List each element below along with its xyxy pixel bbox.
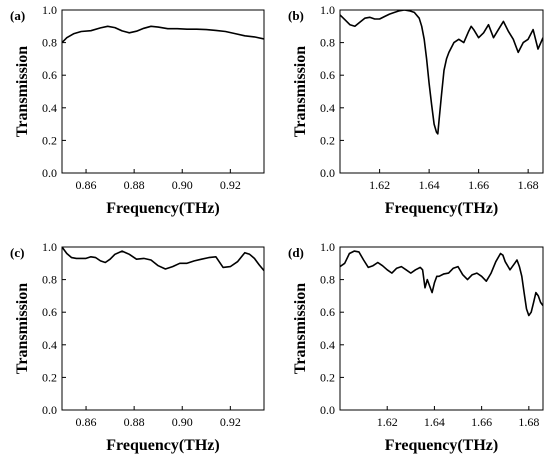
panel-c-y-tick-label: 1.0 xyxy=(42,240,57,254)
panel-b-x-axis-title: Frequency(THz) xyxy=(385,200,498,217)
panel-c-y-axis-title: Transmission xyxy=(14,283,31,374)
panel-a-y-tick-label: 0.6 xyxy=(42,68,57,82)
panel-d-y-tick-label: 0.6 xyxy=(320,305,335,319)
panel-c-x-tick-label: 0.90 xyxy=(172,415,193,429)
panel-b-x-tick-label: 1.66 xyxy=(468,178,489,192)
panel-a-transmission-line xyxy=(62,25,264,44)
panel-a-y-axis-title: Transmission xyxy=(14,46,31,137)
panel-b-x-tick-label: 1.64 xyxy=(419,178,440,192)
panel-b-y-axis-title: Transmission xyxy=(292,46,309,137)
panel-d-y-tick-label: 0.2 xyxy=(320,370,335,384)
panel-d-x-axis-title: Frequency(THz) xyxy=(385,437,498,454)
panel-b-x-tick-label: 1.68 xyxy=(518,178,539,192)
panel-a-y-tick-label: 0.8 xyxy=(42,36,57,50)
panel-d-y-tick-label: 1.0 xyxy=(320,240,335,254)
panel-d-y-axis-title: Transmission xyxy=(292,283,309,374)
panel-a-y-tick-label: 0.4 xyxy=(42,101,57,115)
panel-c-y-tick-label: 0.2 xyxy=(42,370,57,384)
panel-c-y-tick-label: 0.8 xyxy=(42,273,57,287)
panel-d-y-tick-label: 0.0 xyxy=(320,403,335,417)
panel-a-y-tick-label: 1.0 xyxy=(42,3,57,17)
panel-c-y-tick-label: 0.0 xyxy=(42,403,57,417)
panel-a-y-tick-label: 0.2 xyxy=(42,133,57,147)
panel-d-y-tick-label: 0.8 xyxy=(320,273,335,287)
panel-d-x-tick-label: 1.66 xyxy=(471,415,492,429)
panel-a: 0.86 0.88 0.90 0.92 0.0 0.2 0.4 0.6 0.8 1.0 Freque… xyxy=(10,3,265,217)
panel-b-y-tick-label: 1.0 xyxy=(320,3,335,17)
panel-c-y-tick-label: 0.4 xyxy=(42,338,57,352)
panel-d: 1.62 1.64 1.66 1.68 0.0 0.2 0.4 0.6 0.8 1.0 Freque… xyxy=(288,240,544,454)
panel-d-y-tick-label: 0.4 xyxy=(320,338,335,352)
panel-a-plot-frame xyxy=(61,9,265,174)
panel-a-x-tick-label: 0.86 xyxy=(76,178,97,192)
panel-c-x-tick-label: 0.92 xyxy=(220,415,241,429)
panel-a-x-axis-title: Frequency(THz) xyxy=(106,200,219,217)
panel-b-y-tick-label: 0.0 xyxy=(320,166,335,180)
panel-a-x-tick-label: 0.88 xyxy=(124,178,145,192)
panel-d-x-tick-label: 1.62 xyxy=(377,415,398,429)
panel-a-y-tick-label: 0.0 xyxy=(42,166,57,180)
panel-d-plot-frame xyxy=(339,246,544,411)
panel-b-label: (b) xyxy=(288,8,304,23)
panel-c: 0.86 0.88 0.90 0.92 0.0 0.2 0.4 0.6 0.8 1.0 Freque… xyxy=(10,240,265,454)
panel-b-plot-frame xyxy=(339,9,544,174)
panel-c-x-axis-title: Frequency(THz) xyxy=(106,437,219,454)
panel-c-y-tick-label: 0.6 xyxy=(42,305,57,319)
panel-d-transmission-line xyxy=(340,250,543,317)
panel-d-x-tick-label: 1.68 xyxy=(518,415,539,429)
panel-b-y-tick-label: 0.6 xyxy=(320,68,335,82)
panel-a-label: (a) xyxy=(10,8,25,23)
panel-b-x-tick-label: 1.62 xyxy=(369,178,390,192)
panel-c-transmission-line xyxy=(62,247,264,272)
panel-a-x-tick-label: 0.92 xyxy=(220,178,241,192)
panel-c-x-tick-label: 0.88 xyxy=(124,415,145,429)
panel-c-label: (c) xyxy=(10,245,24,260)
panel-a-x-tick-label: 0.90 xyxy=(172,178,193,192)
panel-b-y-tick-label: 0.8 xyxy=(320,36,335,50)
panel-b-y-tick-label: 0.2 xyxy=(320,133,335,147)
panel-d-x-tick-label: 1.64 xyxy=(424,415,445,429)
panel-b-transmission-line xyxy=(340,10,543,135)
panel-b-y-tick-label: 0.4 xyxy=(320,101,335,115)
panel-b: 1.62 1.64 1.66 1.68 0.0 0.2 0.4 0.6 0.8 1.0 Freque… xyxy=(288,3,544,217)
panel-c-x-tick-label: 0.86 xyxy=(76,415,97,429)
panel-c-plot-frame xyxy=(61,246,265,411)
panel-d-label: (d) xyxy=(288,245,304,260)
